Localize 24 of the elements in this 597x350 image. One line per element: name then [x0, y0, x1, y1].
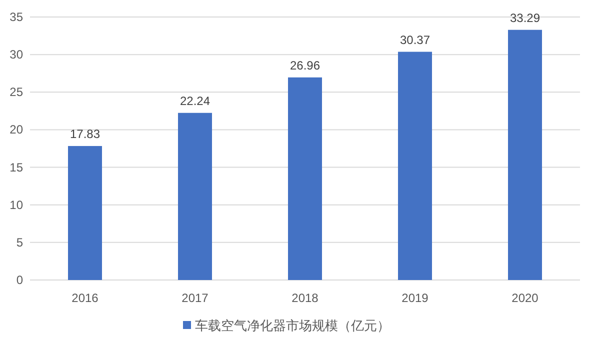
y-tick-label: 15 [10, 160, 24, 174]
y-tick-label: 30 [10, 48, 24, 62]
data-label: 30.37 [400, 32, 430, 47]
legend-label: 车载空气净化器市场规模（亿元） [195, 318, 390, 333]
bar [288, 77, 322, 280]
bar [178, 112, 212, 280]
bar [398, 52, 432, 280]
x-tick-label: 2017 [182, 291, 209, 305]
y-tick-label: 25 [10, 85, 24, 100]
data-label: 33.29 [510, 10, 540, 25]
x-tick-label: 2018 [292, 291, 319, 305]
y-tick-label: 20 [10, 122, 24, 137]
y-tick-label: 10 [10, 198, 24, 212]
data-label: 17.83 [70, 127, 100, 142]
bar [68, 146, 102, 280]
data-label: 26.96 [290, 58, 320, 72]
y-tick-label: 35 [10, 10, 24, 24]
y-tick-label: 5 [16, 235, 24, 250]
x-tick-label: 2019 [402, 291, 429, 305]
x-tick-label: 2020 [512, 291, 539, 305]
bar [508, 30, 542, 280]
data-label: 22.24 [180, 94, 210, 108]
y-tick-label: 0 [16, 273, 24, 287]
x-tick-label: 2016 [72, 291, 99, 305]
